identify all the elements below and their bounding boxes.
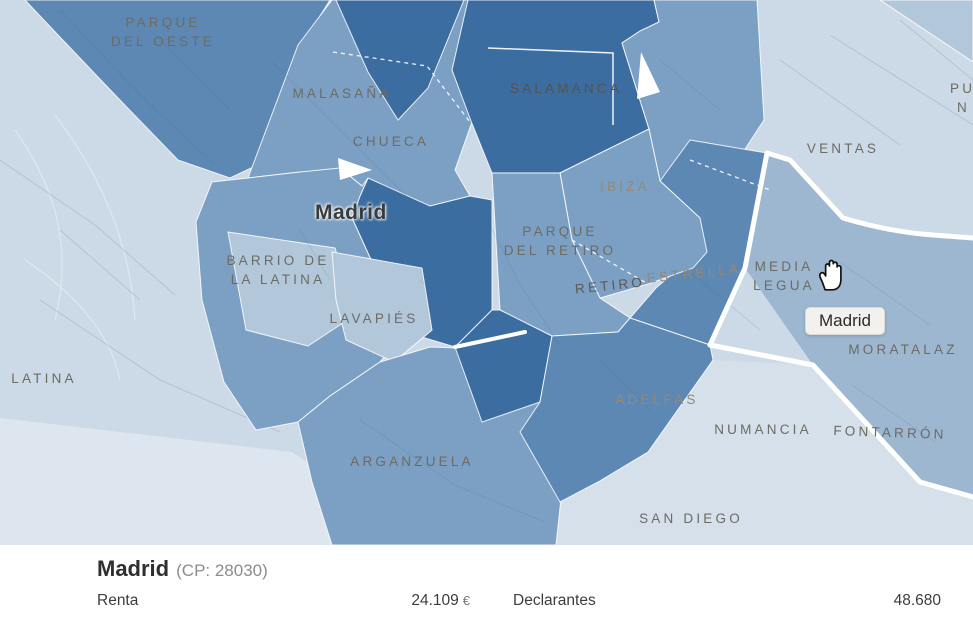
info-panel: Madrid (CP: 28030) Renta 24.109 € Declaran… — [0, 545, 973, 632]
choropleth-map[interactable]: PARQUE DEL OESTE MALASAÑA CHUECA SALAMANC… — [0, 0, 973, 545]
page-title: Madrid — [97, 556, 170, 581]
boundary-notch — [637, 52, 660, 99]
stat-value: 24.109 € — [411, 592, 470, 609]
euro-unit: € — [462, 593, 470, 608]
region-top-right-wedge[interactable] — [879, 0, 973, 63]
stat-label: Renta — [97, 592, 139, 609]
map-canvas[interactable] — [0, 0, 973, 545]
roads-medium — [59, 9, 936, 523]
region-adelfas[interactable] — [519, 317, 714, 503]
region-top-stripe[interactable] — [335, 0, 465, 121]
postal-code-subtitle: (CP: 28030) — [176, 561, 268, 580]
region-la-latina-wedge[interactable] — [227, 231, 356, 347]
boundary-salamanca-inner — [487, 47, 614, 125]
stat-value: 48.680 — [893, 592, 941, 609]
stat-renta: Renta 24.109 € — [97, 592, 470, 610]
info-panel-title-row: Madrid (CP: 28030) — [97, 556, 268, 582]
thick-boundaries — [453, 150, 973, 500]
stat-label: Declarantes — [513, 592, 596, 609]
dashed-boundaries — [332, 51, 771, 285]
boundary-notch — [338, 158, 372, 180]
region-numancia-san-diego[interactable] — [556, 360, 973, 545]
stat-declarantes: Declarantes 48.680 — [513, 592, 945, 610]
park-paths — [14, 114, 136, 381]
